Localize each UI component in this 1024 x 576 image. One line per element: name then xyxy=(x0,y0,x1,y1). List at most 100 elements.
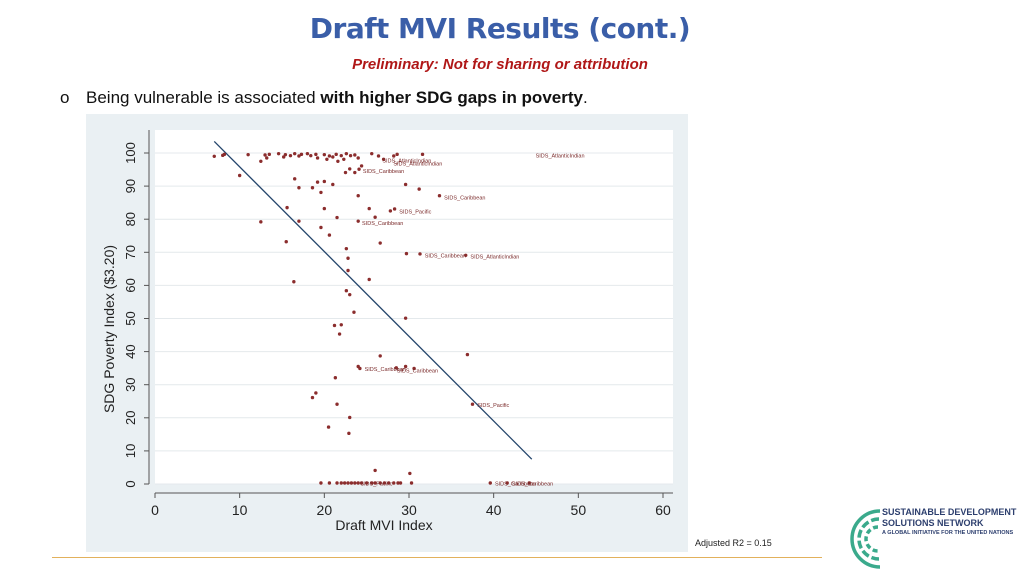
data-point xyxy=(358,366,362,371)
y-axis-label: SDG Poverty Index ($3.20) xyxy=(101,245,117,413)
logo-tagline: A GLOBAL INITIATIVE FOR THE UNITED NATIO… xyxy=(882,530,1014,536)
data-point xyxy=(297,219,301,223)
data-point xyxy=(327,233,332,237)
data-point xyxy=(259,220,263,224)
data-point xyxy=(378,241,382,245)
data-point xyxy=(339,481,343,485)
point-label: SIDS_AtlanticIndian xyxy=(536,153,585,159)
logo-line-1: SUSTAINABLE DEVELOPMENT xyxy=(882,507,1017,517)
data-point xyxy=(527,481,531,485)
data-point xyxy=(259,159,263,163)
data-point xyxy=(388,209,393,213)
data-point xyxy=(378,481,382,485)
data-point xyxy=(373,215,377,219)
data-point xyxy=(417,187,421,191)
bullet-text-end: . xyxy=(582,88,588,107)
sdsn-logo-icon xyxy=(850,509,881,569)
y-tick-label: 100 xyxy=(123,142,138,164)
data-point xyxy=(470,402,475,406)
data-point xyxy=(334,152,338,157)
data-point xyxy=(293,151,297,156)
bullet-text: Being vulnerable is associated xyxy=(86,88,321,107)
y-tick-label: 90 xyxy=(123,179,138,193)
data-point xyxy=(505,481,509,485)
point-label: SIDS_Pacific xyxy=(399,210,431,216)
data-point xyxy=(356,156,360,160)
data-point xyxy=(319,225,323,230)
data-point xyxy=(237,173,242,178)
data-point xyxy=(408,471,412,476)
data-point xyxy=(342,157,346,161)
data-point xyxy=(283,152,288,157)
data-point xyxy=(464,253,468,257)
data-point xyxy=(353,153,357,157)
data-point xyxy=(327,481,332,485)
data-point xyxy=(322,179,327,184)
data-point xyxy=(263,153,267,157)
data-point xyxy=(356,219,360,223)
data-point xyxy=(325,157,329,161)
data-point xyxy=(336,159,340,163)
data-point xyxy=(346,256,350,260)
fitted-line xyxy=(213,140,533,460)
data-point xyxy=(420,152,425,157)
data-point xyxy=(359,164,364,168)
bullet-text-bold: with higher SDG gaps in poverty xyxy=(320,88,583,107)
data-point xyxy=(376,154,381,158)
data-point xyxy=(396,481,400,485)
data-point xyxy=(353,481,357,485)
point-label: SIDS_Caribbean xyxy=(397,368,438,374)
x-tick-label: 40 xyxy=(486,502,502,518)
data-point xyxy=(339,323,343,327)
bullet-point: o Being vulnerable is associated with hig… xyxy=(60,88,588,108)
data-point xyxy=(409,481,414,485)
data-point xyxy=(297,154,301,158)
footer-divider xyxy=(52,557,822,558)
data-point xyxy=(344,246,349,251)
data-point xyxy=(348,167,352,171)
data-point xyxy=(403,182,408,187)
data-point xyxy=(276,151,281,156)
data-point xyxy=(315,180,320,184)
data-point xyxy=(382,481,387,485)
data-point xyxy=(346,481,350,485)
data-point xyxy=(403,364,408,369)
data-point xyxy=(418,252,422,256)
data-point xyxy=(305,151,310,156)
point-label: SIDS_Caribbean xyxy=(362,221,403,227)
adjusted-r2-note: Adjusted R2 = 0.15 xyxy=(695,538,772,548)
point-label: SIDS_AtlanticIndian xyxy=(470,255,519,261)
sdsn-logo: SUSTAINABLE DEVELOPMENT SOLUTIONS NETWOR… xyxy=(850,505,1020,573)
data-point xyxy=(337,332,342,336)
data-point xyxy=(315,156,320,160)
data-point xyxy=(297,186,301,190)
data-point xyxy=(353,170,357,175)
data-point xyxy=(367,277,371,282)
data-point xyxy=(335,481,339,485)
data-point xyxy=(465,352,470,357)
data-point xyxy=(322,152,327,157)
data-point xyxy=(344,288,349,293)
y-tick-label: 10 xyxy=(123,444,138,458)
data-point xyxy=(386,481,391,485)
data-point xyxy=(265,156,269,160)
y-tick-label: 30 xyxy=(123,377,138,391)
data-point xyxy=(370,481,374,485)
data-point xyxy=(339,153,343,158)
scatter-chart: 0 10 20 30 40 50 60 70 80 90 100 0 10 20 30 40 50 60 Draft… xyxy=(101,130,673,533)
point-label: SIDS_Caribbean xyxy=(444,195,485,201)
point-label: SIDS_Caribbean xyxy=(512,482,553,488)
data-point xyxy=(352,310,356,314)
plot-area xyxy=(155,130,673,484)
point-label: SIDS_AtlanticIndian xyxy=(393,162,442,168)
data-point xyxy=(310,395,315,400)
data-point xyxy=(335,215,339,220)
data-point xyxy=(322,206,327,211)
data-point xyxy=(348,415,352,420)
x-tick-label: 30 xyxy=(401,502,417,518)
data-point xyxy=(356,193,360,198)
data-point xyxy=(314,391,318,395)
data-point xyxy=(404,251,409,256)
data-point xyxy=(356,481,360,485)
data-point xyxy=(222,152,227,157)
